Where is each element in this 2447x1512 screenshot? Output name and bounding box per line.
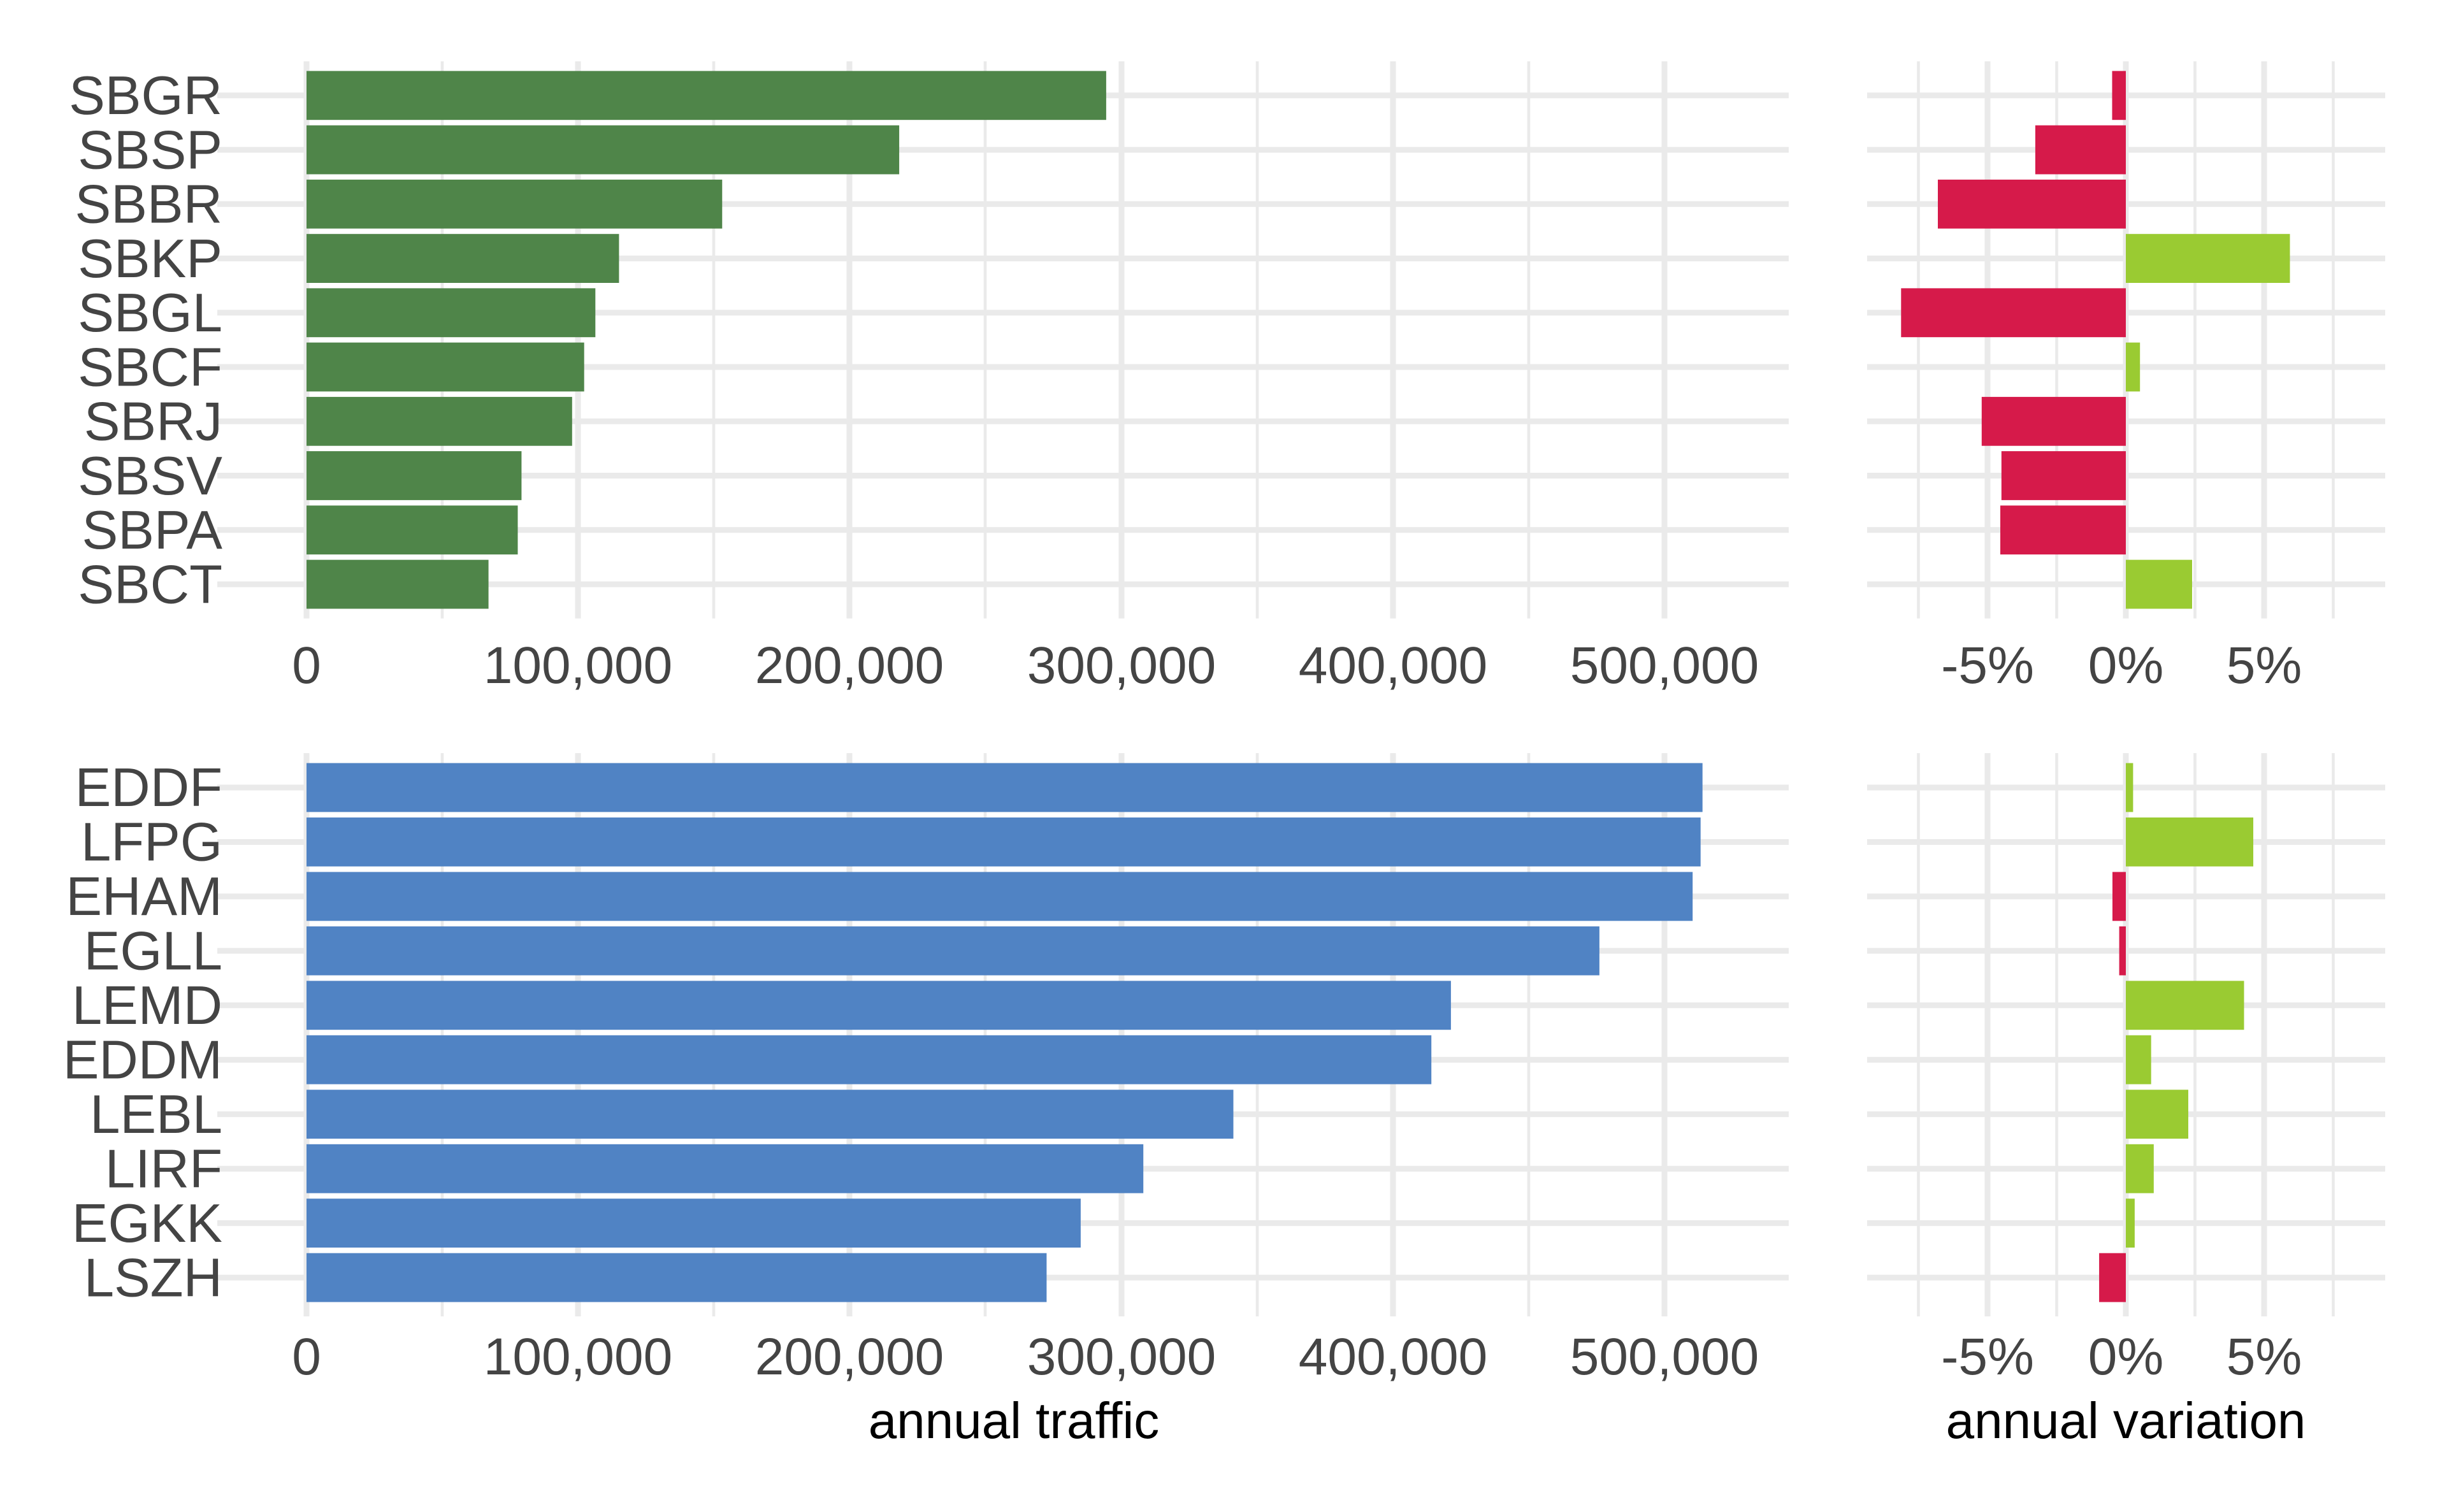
svg-text:annual traffic: annual traffic <box>869 1392 1160 1449</box>
svg-text:SBSP: SBSP <box>78 120 222 180</box>
svg-text:SBSV: SBSV <box>78 446 222 507</box>
svg-text:0: 0 <box>292 637 321 695</box>
svg-text:SBKP: SBKP <box>78 229 222 289</box>
svg-text:500,000: 500,000 <box>1570 1328 1759 1386</box>
svg-text:SBBR: SBBR <box>75 175 222 235</box>
svg-text:200,000: 200,000 <box>755 637 944 695</box>
svg-text:5%: 5% <box>2227 1328 2302 1386</box>
svg-text:300,000: 300,000 <box>1027 637 1216 695</box>
svg-text:5%: 5% <box>2227 637 2302 695</box>
svg-text:EDDM: EDDM <box>63 1030 222 1091</box>
svg-text:100,000: 100,000 <box>484 637 672 695</box>
svg-text:0%: 0% <box>2088 637 2164 695</box>
svg-text:SBGR: SBGR <box>69 66 222 126</box>
svg-text:EGLL: EGLL <box>84 921 222 982</box>
svg-text:LEMD: LEMD <box>72 976 222 1036</box>
svg-text:EHAM: EHAM <box>66 867 222 927</box>
svg-text:400,000: 400,000 <box>1299 1328 1487 1386</box>
svg-text:500,000: 500,000 <box>1570 637 1759 695</box>
svg-text:0%: 0% <box>2088 1328 2164 1386</box>
svg-text:-5%: -5% <box>1941 637 2034 695</box>
svg-text:SBRJ: SBRJ <box>84 392 222 452</box>
svg-text:annual variation: annual variation <box>1946 1392 2306 1449</box>
svg-text:400,000: 400,000 <box>1299 637 1487 695</box>
svg-text:-5%: -5% <box>1941 1328 2034 1386</box>
svg-text:0: 0 <box>292 1328 321 1386</box>
svg-text:LIRF: LIRF <box>105 1139 222 1199</box>
svg-text:100,000: 100,000 <box>484 1328 672 1386</box>
svg-text:SBCF: SBCF <box>78 337 222 398</box>
svg-text:SBGL: SBGL <box>78 283 222 343</box>
svg-text:LSZH: LSZH <box>84 1248 222 1308</box>
svg-text:SBPA: SBPA <box>82 500 223 561</box>
svg-text:EGKK: EGKK <box>72 1193 222 1254</box>
svg-text:SBCT: SBCT <box>78 554 222 615</box>
svg-text:300,000: 300,000 <box>1027 1328 1216 1386</box>
svg-text:EDDF: EDDF <box>75 758 222 818</box>
svg-text:200,000: 200,000 <box>755 1328 944 1386</box>
svg-text:LFPG: LFPG <box>81 812 222 873</box>
svg-text:LEBL: LEBL <box>90 1084 222 1145</box>
